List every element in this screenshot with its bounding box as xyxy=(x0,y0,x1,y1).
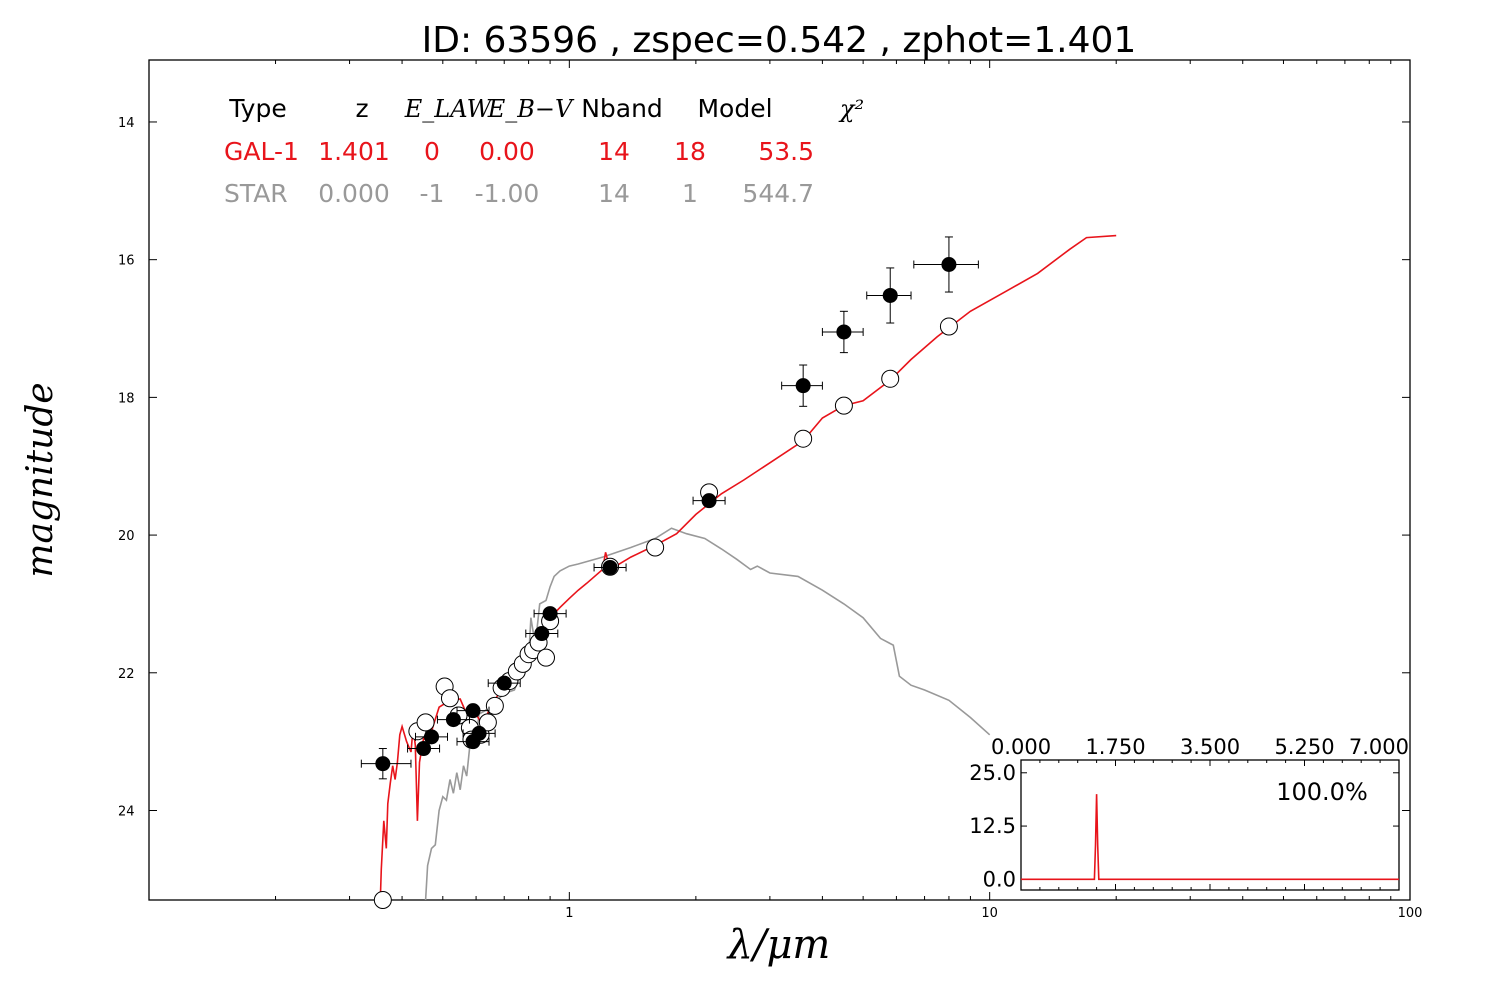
observed-point xyxy=(375,756,391,772)
inset-x-tick-label: 7.000 xyxy=(1349,735,1409,759)
table-cell: 1 xyxy=(682,179,698,208)
model-magnitude-points xyxy=(373,317,958,909)
model-point xyxy=(834,396,853,415)
inset-x-tick-label: 1.750 xyxy=(1085,735,1145,759)
inset-y-tick-label: 25.0 xyxy=(969,761,1016,785)
observed-point xyxy=(795,378,811,394)
table-header: Nband xyxy=(581,94,663,123)
table-cell: 1.401 xyxy=(318,137,390,166)
observed-point xyxy=(542,606,558,622)
model-point xyxy=(440,689,459,708)
table-cell: STAR xyxy=(224,179,288,208)
model-point xyxy=(646,538,665,557)
table-header: E_B−V xyxy=(487,95,575,123)
x-tick-label: 100 xyxy=(1398,906,1423,921)
table-header: E_LAW xyxy=(404,95,494,123)
chart-title: ID: 63596 , zspec=0.542 , zphot=1.401 xyxy=(422,20,1137,61)
star-template-line xyxy=(424,527,991,901)
pdz-curve xyxy=(1021,794,1399,881)
y-axis-label: magnitude xyxy=(20,382,61,577)
table-header: Model xyxy=(697,94,772,123)
x-tick-label: 1 xyxy=(565,906,573,921)
observed-point xyxy=(496,675,512,691)
inset-x-tick-label: 3.500 xyxy=(1180,735,1240,759)
table-cell: GAL-1 xyxy=(224,137,299,166)
inset-frame xyxy=(1020,759,1400,891)
inset-x-tick-label: 0.000 xyxy=(991,735,1051,759)
observed-point xyxy=(471,725,487,741)
y-tick-label: 18 xyxy=(118,391,135,406)
star-template-path xyxy=(424,527,991,901)
observed-point xyxy=(701,493,717,509)
x-axis: 1 10 100 xyxy=(275,60,1423,921)
y-axis: 14 16 18 20 22 24 xyxy=(118,116,1410,819)
observed-point xyxy=(941,256,957,272)
model-point xyxy=(881,369,900,388)
observed-point xyxy=(602,559,618,575)
model-point xyxy=(478,713,497,732)
observed-point xyxy=(445,712,461,728)
table-cell: 14 xyxy=(598,179,630,208)
y-tick-label: 14 xyxy=(118,116,135,131)
y-tick-label: 20 xyxy=(118,529,135,544)
x-tick-label: 10 xyxy=(981,906,998,921)
inset-y-tick-label: 0.0 xyxy=(983,867,1016,891)
x-axis-label: λ/μm xyxy=(726,922,831,968)
y-tick-label: 16 xyxy=(118,254,135,269)
model-point xyxy=(485,696,504,715)
observed-point xyxy=(534,626,550,642)
model-point xyxy=(794,429,813,448)
model-point xyxy=(939,317,958,336)
observed-point xyxy=(465,703,481,719)
model-point xyxy=(416,713,435,732)
table-header: Type xyxy=(228,94,286,123)
pdz-inset: 0.000 1.750 3.500 5.250 7.000 25.0 12.5 0.0 100.… xyxy=(969,735,1409,891)
model-point xyxy=(373,891,392,909)
observed-point xyxy=(836,324,852,340)
table-cell: 53.5 xyxy=(758,137,814,166)
observed-point xyxy=(882,287,898,303)
table-header: χ² xyxy=(838,95,864,123)
table-cell: -1 xyxy=(420,179,445,208)
plot-frame xyxy=(148,59,1411,901)
observed-point xyxy=(416,741,432,757)
inset-y-tick-label: 12.5 xyxy=(969,814,1016,838)
pdz-percent-label: 100.0% xyxy=(1276,778,1368,806)
table-cell: 544.7 xyxy=(742,179,814,208)
table-cell: 0.00 xyxy=(479,137,535,166)
table-cell: -1.00 xyxy=(475,179,540,208)
y-tick-label: 22 xyxy=(118,667,135,682)
observed-point xyxy=(424,729,440,745)
table-cell: 18 xyxy=(674,137,706,166)
table-cell: 0.000 xyxy=(318,179,390,208)
table-cell: 0 xyxy=(424,137,440,166)
y-tick-label: 24 xyxy=(118,804,135,819)
table-cell: 14 xyxy=(598,137,630,166)
observed-magnitude-points xyxy=(360,236,979,780)
table-header: z xyxy=(355,94,368,123)
model-point xyxy=(536,648,555,667)
inset-x-tick-label: 5.250 xyxy=(1274,735,1334,759)
